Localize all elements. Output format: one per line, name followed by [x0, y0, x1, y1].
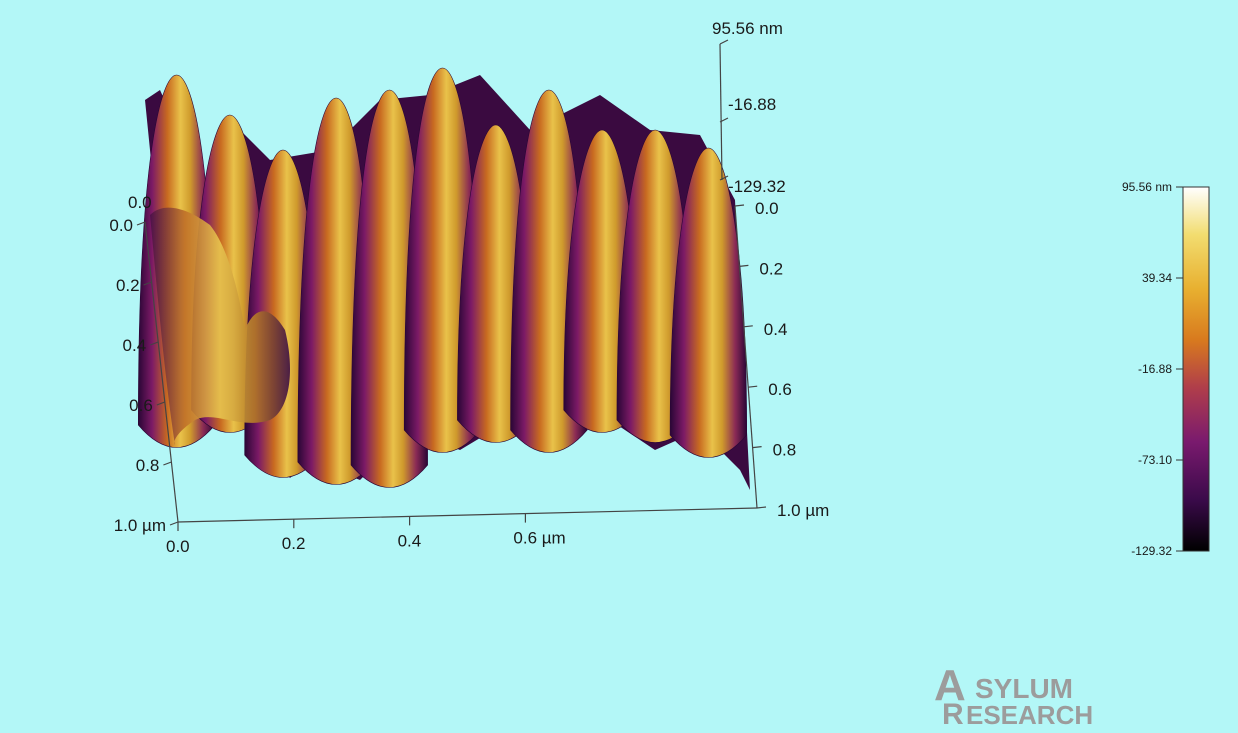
x-axis-tick-label: 0.6 µm	[513, 529, 565, 548]
colorbar-tick-label: -129.32	[1131, 544, 1172, 558]
left-axis-tick	[143, 281, 152, 286]
colorbar-tick-label: -16.88	[1138, 362, 1172, 376]
left-axis-tick	[169, 521, 179, 526]
z-axis-tick	[719, 117, 729, 123]
left-axis-tick-label: 1.0 µm	[114, 516, 166, 535]
left-axis-tick-label: 0.8	[136, 456, 160, 475]
surface-front-lobe	[150, 207, 290, 445]
left-axis-tick	[149, 341, 159, 346]
left-axis-tick-label: 0.4	[123, 336, 147, 355]
colorbar-tick-label: -73.10	[1138, 453, 1172, 467]
right-axis-tick-label: 0.8	[773, 441, 797, 460]
colorbar: 95.56 nm 39.34 -16.88 -73.10 -129.32	[1122, 180, 1210, 558]
z-axis-tick	[719, 175, 729, 181]
z-tick-label-mid: -16.88	[728, 95, 776, 114]
surface-ridges	[137, 67, 750, 490]
right-axis-tick	[743, 325, 753, 328]
colorbar-gradient	[1182, 186, 1210, 552]
z-axis-tick	[719, 39, 729, 45]
left-axis-tick-label: 0.2	[116, 276, 140, 295]
right-axis-tick	[748, 385, 758, 388]
asylum-research-logo: A SYLUM R ESEARCH	[934, 661, 1093, 731]
left-axis-tick-label: 0.6	[129, 396, 153, 415]
right-axis-tick-label: 0.4	[764, 320, 788, 339]
colorbar-tick-label: 95.56 nm	[1122, 180, 1172, 194]
right-axis-tick-label: 0.0	[755, 199, 779, 218]
svg-text:A: A	[934, 661, 966, 710]
svg-text:ESEARCH: ESEARCH	[966, 700, 1093, 728]
right-axis-tick	[734, 204, 745, 207]
left-axis-tick-label: 0.0	[109, 216, 133, 235]
left-axis-tick	[163, 461, 172, 466]
left-depth-axis	[144, 221, 179, 523]
tick-group: 0.00.20.40.60.81.0 µm0.00.20.40.60.81.0 …	[109, 39, 829, 556]
surface-ridge	[669, 147, 748, 458]
axes	[144, 43, 758, 523]
right-axis-tick	[756, 506, 767, 509]
right-axis-tick-label: 1.0 µm	[777, 501, 829, 520]
svg-text:SYLUM: SYLUM	[975, 673, 1073, 704]
right-axis-tick	[752, 446, 762, 449]
x-axis-tick-label: 0.2	[282, 534, 306, 553]
z-tick-label-bottom: -129.32	[728, 177, 786, 196]
right-depth-axis	[734, 205, 758, 509]
left-axis-tick	[136, 221, 146, 226]
bottom-x-axis	[177, 507, 758, 523]
left-axis-tick	[156, 401, 166, 406]
svg-text:R: R	[942, 698, 964, 728]
right-axis-tick-label: 0.2	[759, 259, 783, 278]
z-axis	[719, 43, 723, 181]
x-axis-tick-label: 0.0	[166, 537, 190, 556]
right-axis-tick	[739, 264, 749, 267]
right-axis-tick-label: 0.6	[768, 380, 792, 399]
colorbar-ticks: 95.56 nm 39.34 -16.88 -73.10 -129.32	[1122, 180, 1183, 558]
x-axis-tick-label: 0.4	[398, 531, 422, 550]
z-tick-label-top: 95.56 nm	[712, 19, 783, 38]
colorbar-tick-label: 39.34	[1142, 271, 1172, 285]
corner-label-left-top: 0.0	[128, 193, 152, 212]
